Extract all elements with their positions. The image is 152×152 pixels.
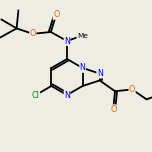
Text: N: N [97,69,103,78]
Text: O: O [30,29,36,38]
Text: N: N [64,36,70,45]
Text: O: O [53,10,59,19]
Text: Cl: Cl [32,90,40,100]
Text: O: O [110,105,116,114]
Text: N: N [64,90,70,100]
Text: O: O [129,85,135,94]
Text: N: N [80,64,86,73]
Text: Me: Me [77,33,88,39]
